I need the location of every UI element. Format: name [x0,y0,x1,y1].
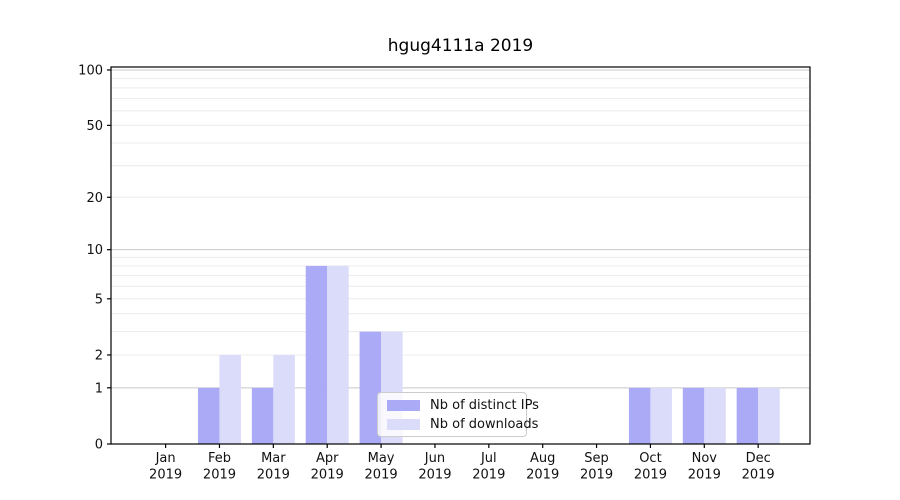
bar-mar-series1 [273,354,295,444]
legend: Nb of distinct IPs Nb of downloads [377,392,539,437]
x-tick-label: May 2019 [365,451,398,483]
bar-feb-series0 [197,387,220,444]
x-tick-label: Jan 2019 [149,451,182,483]
bar-oct-series1 [650,387,672,444]
y-tick-label: 100 [78,63,103,78]
y-tick-label: 10 [86,243,103,258]
legend-entry-1: Nb of downloads [387,416,538,432]
legend-label: Nb of downloads [430,416,539,432]
bar-nov-series1 [704,387,726,444]
bar-dec-series1 [758,387,780,444]
bar-apr-series1 [327,265,349,444]
x-tick-label: Jul 2019 [472,451,505,483]
x-tick-label: Feb 2019 [203,451,236,483]
bar-mar-series0 [251,387,274,444]
y-tick-label: 2 [95,348,103,363]
x-tick-label: Dec 2019 [742,451,775,483]
legend-entry-0: Nb of distinct IPs [387,397,539,413]
x-tick-label: Nov 2019 [688,451,721,483]
legend-swatch-icon [387,399,420,411]
bar-oct-series0 [628,387,651,444]
bar-dec-series0 [736,387,759,444]
x-tick-label: Oct 2019 [634,451,667,483]
minor-gridlines [111,77,810,356]
x-tick-label: Jun 2019 [418,451,451,483]
bar-nov-series0 [682,387,705,444]
bars [197,265,780,444]
y-tick-label: 20 [86,191,103,206]
chart-title: hgug4111a 2019 [387,36,534,56]
x-tick-label: Mar 2019 [257,451,290,483]
y-tick-label: 1 [95,381,103,396]
x-tick-label: Sep 2019 [580,451,613,483]
legend-swatch-icon [387,418,420,430]
bar-feb-series1 [219,354,241,444]
legend-label: Nb of distinct IPs [430,397,539,413]
x-tick-label: Aug 2019 [526,451,559,483]
y-axis: 0 1 2 5 10 20 50 100 [78,63,111,453]
y-tick-label: 0 [95,438,103,453]
major-gridlines [111,69,810,389]
bar-may-series0 [359,331,382,444]
x-tick-label: Apr 2019 [311,451,344,483]
y-tick-label: 50 [86,119,103,134]
x-axis: Jan 2019 Feb 2019 Mar 2019 Apr 2019 May 2019 Jun 20… [149,444,775,483]
bar-apr-series0 [305,265,328,444]
y-tick-label: 5 [95,292,103,307]
axes-box [110,66,811,445]
